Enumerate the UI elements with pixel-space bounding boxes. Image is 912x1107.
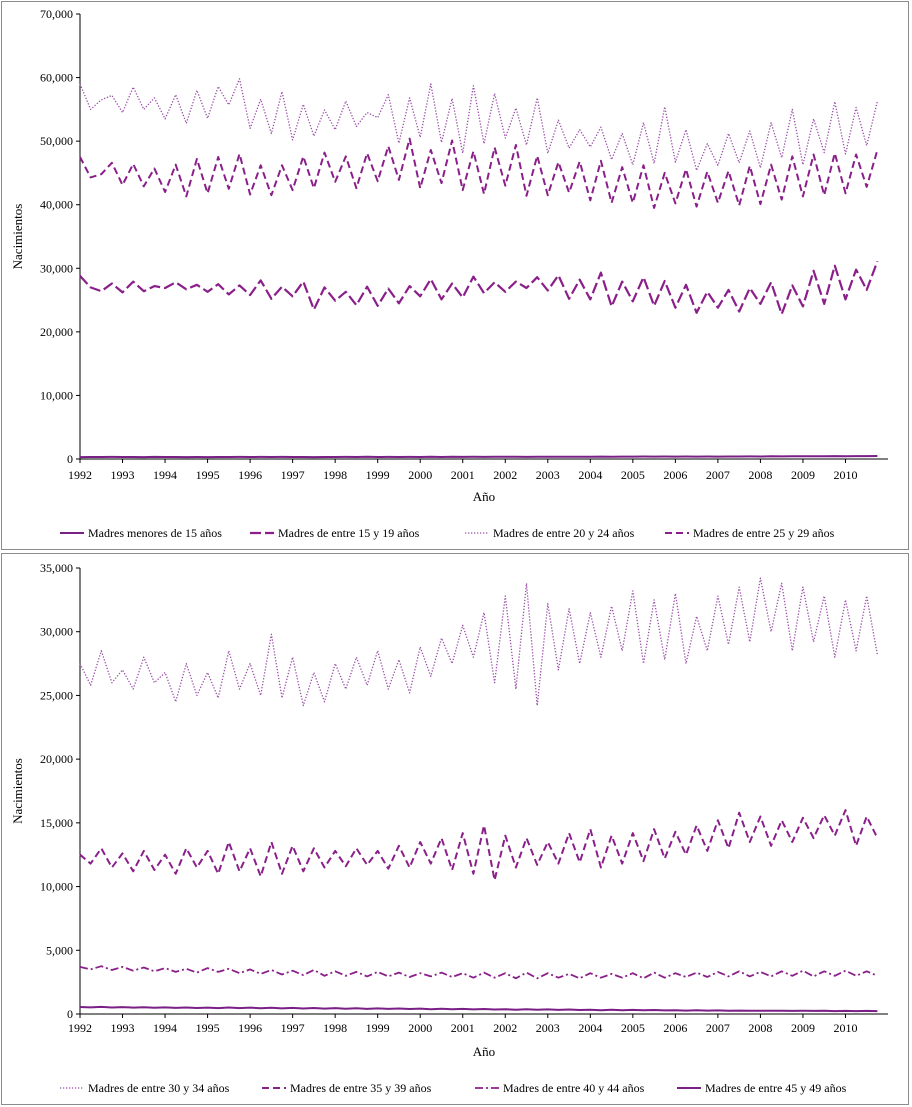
x-tick-label: 2008 (748, 1021, 772, 1035)
x-tick-label: 2008 (748, 468, 772, 482)
x-tick-label: 2002 (493, 468, 517, 482)
x-tick-label: 2005 (621, 1021, 645, 1035)
x-tick-label: 2006 (663, 1021, 687, 1035)
y-axis-label: Nacimientos (10, 758, 25, 824)
y-tick-label: 60,000 (40, 71, 73, 85)
x-axis-label: Año (473, 489, 495, 504)
y-tick-label: 30,000 (40, 625, 73, 639)
y-tick-label: 25,000 (40, 688, 73, 702)
x-tick-label: 1995 (196, 1021, 220, 1035)
series-line-4 (79, 1005, 878, 1013)
y-tick-label: 35,000 (40, 561, 73, 575)
x-tick-label: 2007 (706, 468, 730, 482)
x-tick-label: 1996 (238, 1021, 262, 1035)
x-tick-label: 1992 (68, 468, 92, 482)
chart-panel-bottom (1, 553, 909, 1105)
series-line-4 (79, 137, 879, 209)
x-tick-label: 2001 (451, 468, 475, 482)
y-tick-label: 50,000 (40, 134, 73, 148)
x-tick-label: 2004 (578, 468, 602, 482)
x-tick-label: 2003 (536, 468, 560, 482)
y-tick-label: 10,000 (40, 880, 73, 894)
x-tick-label: 2009 (791, 468, 815, 482)
y-tick-label: 15,000 (40, 816, 73, 830)
x-tick-label: 1995 (196, 468, 220, 482)
y-tick-label: 20,000 (40, 325, 73, 339)
x-tick-label: 2010 (833, 468, 857, 482)
series-line-1 (79, 577, 879, 707)
x-tick-label: 2000 (408, 468, 432, 482)
legend-label: Madres de entre 30 y 34 años (88, 1081, 230, 1095)
x-tick-label: 1992 (68, 1021, 92, 1035)
x-tick-label: 2001 (451, 1021, 475, 1035)
x-tick-label: 2004 (578, 1021, 602, 1035)
y-tick-label: 5,000 (46, 943, 73, 957)
x-tick-label: 1996 (238, 468, 262, 482)
y-axis-label: Nacimientos (10, 204, 25, 270)
x-tick-label: 2010 (833, 1021, 857, 1035)
y-tick-label: 20,000 (40, 752, 73, 766)
x-tick-label: 1999 (366, 468, 390, 482)
legend-label: Madres de entre 45 y 49 años (705, 1081, 847, 1095)
series-line-3 (79, 78, 879, 172)
x-axis-label: Año (473, 1044, 495, 1059)
y-tick-label: 40,000 (40, 198, 73, 212)
x-tick-label: 1993 (111, 1021, 135, 1035)
legend-label: Madres menores de 15 años (88, 526, 222, 540)
x-tick-label: 1994 (153, 468, 177, 482)
x-tick-label: 2005 (621, 468, 645, 482)
chart-1: 0 10,000 20,000 30,000 40,000 50,000 60,000 70,… (10, 7, 888, 540)
x-tick-label: 1999 (366, 1021, 390, 1035)
y-tick-label: 30,000 (40, 261, 73, 275)
x-tick-label: 1997 (281, 468, 305, 482)
y-tick-label: 70,000 (40, 7, 73, 21)
series-line-3 (79, 965, 878, 980)
x-tick-label: 2007 (706, 1021, 730, 1035)
y-tick-label: 0 (67, 452, 73, 466)
legend-label: Madres de entre 40 y 44 años (503, 1081, 645, 1095)
x-tick-label: 2002 (493, 1021, 517, 1035)
legend-label: Madres de entre 15 y 19 años (278, 526, 420, 540)
x-tick-label: 2006 (663, 468, 687, 482)
legend-label: Madres de entre 20 y 24 años (493, 526, 635, 540)
y-tick-label: 10,000 (40, 388, 73, 402)
x-tick-label: 2000 (408, 1021, 432, 1035)
series-line-1 (79, 455, 878, 459)
series-line-2 (79, 260, 879, 316)
y-tick-label: 0 (67, 1007, 73, 1021)
series-line-2 (79, 809, 879, 882)
x-tick-label: 1994 (153, 1021, 177, 1035)
x-tick-label: 1997 (281, 1021, 305, 1035)
legend-label: Madres de entre 35 y 39 años (290, 1081, 432, 1095)
x-tick-label: 2003 (536, 1021, 560, 1035)
chart-2: 0 5,000 10,000 15,000 20,000 25,000 30,000 35,0… (10, 561, 888, 1095)
x-tick-label: 1998 (323, 468, 347, 482)
x-tick-label: 2009 (791, 1021, 815, 1035)
legend-label: Madres de entre 25 y 29 años (693, 526, 835, 540)
x-tick-label: 1998 (323, 1021, 347, 1035)
x-tick-label: 1993 (111, 468, 135, 482)
